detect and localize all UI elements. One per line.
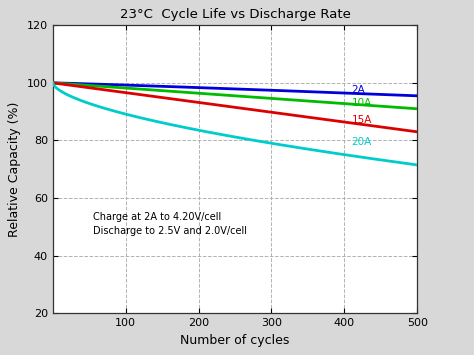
Text: 15A: 15A <box>352 115 372 125</box>
Text: 10A: 10A <box>352 98 372 108</box>
Text: 20A: 20A <box>352 137 372 147</box>
X-axis label: Number of cycles: Number of cycles <box>181 334 290 347</box>
Text: Charge at 2A to 4.20V/cell
Discharge to 2.5V and 2.0V/cell: Charge at 2A to 4.20V/cell Discharge to … <box>93 212 247 236</box>
Title: 23°C  Cycle Life vs Discharge Rate: 23°C Cycle Life vs Discharge Rate <box>119 8 350 21</box>
Y-axis label: Relative Capacity (%): Relative Capacity (%) <box>9 102 21 237</box>
Text: 2A: 2A <box>352 85 365 95</box>
